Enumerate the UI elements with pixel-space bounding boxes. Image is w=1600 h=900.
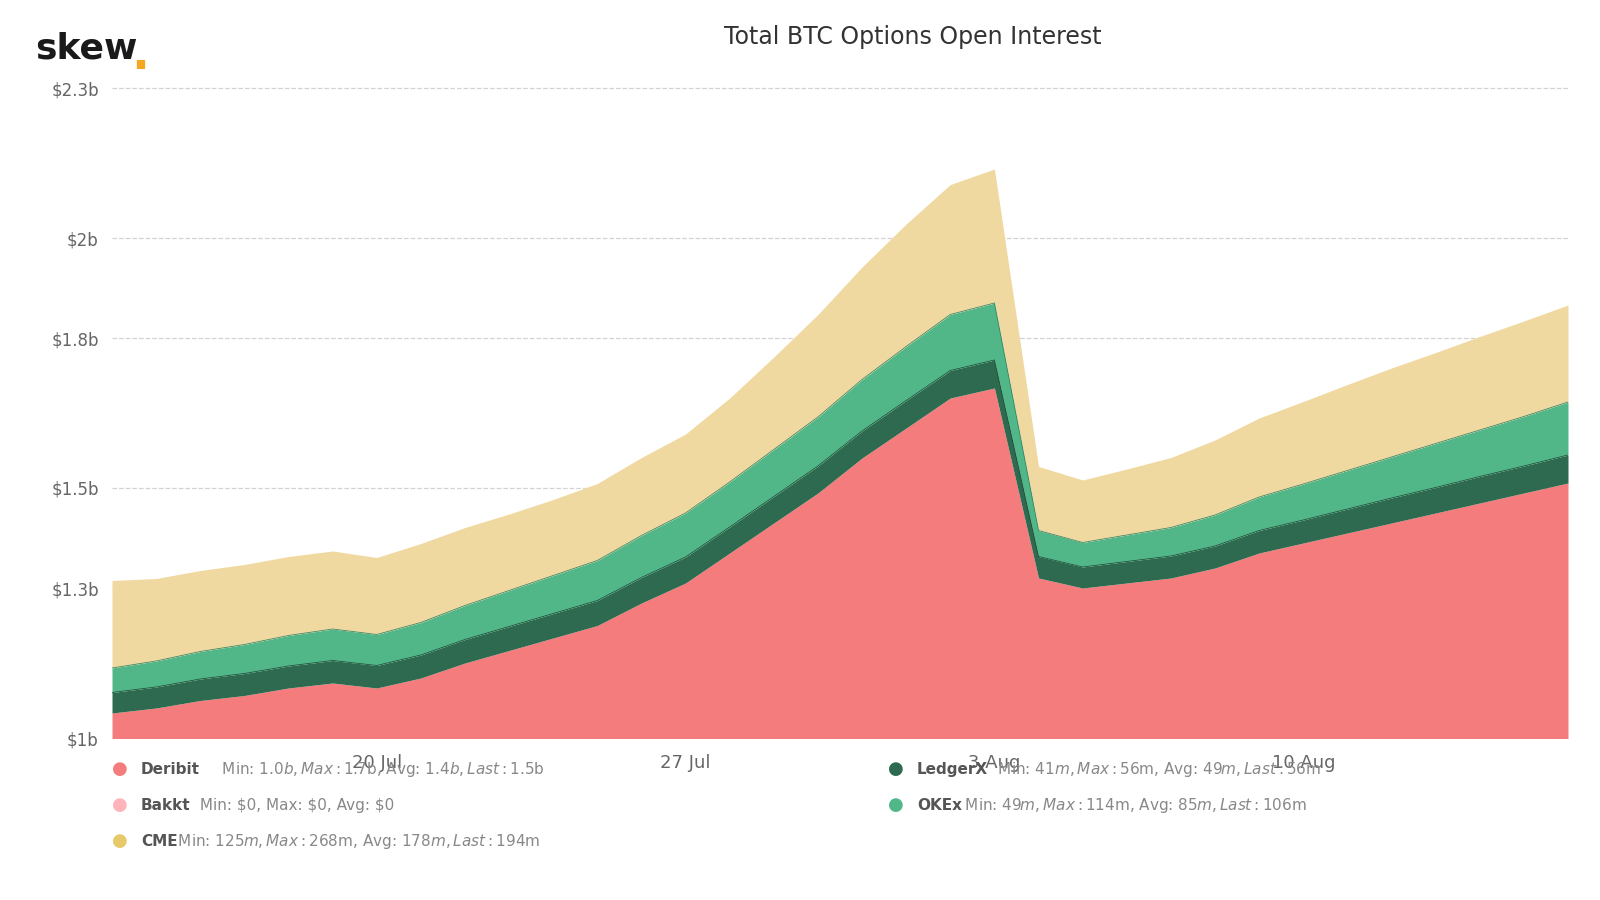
Text: Min: $0, Max: $0, Avg: $0: Min: $0, Max: $0, Avg: $0 (195, 798, 395, 813)
Text: Min: $49m, Max: $114m, Avg: $85m, Last: $106m: Min: $49m, Max: $114m, Avg: $85m, Last: … (960, 796, 1307, 815)
Text: .: . (131, 34, 149, 79)
Text: CME: CME (141, 834, 178, 849)
Text: Min: $41m, Max: $56m, Avg: $49m, Last: $56m: Min: $41m, Max: $56m, Avg: $49m, Last: $… (994, 760, 1322, 779)
Text: Bakkt: Bakkt (141, 798, 190, 813)
Text: ●: ● (888, 796, 904, 814)
Text: Deribit: Deribit (141, 762, 200, 777)
Text: ●: ● (112, 832, 128, 850)
Text: skew: skew (35, 32, 138, 66)
Text: ●: ● (112, 760, 128, 778)
Title: Total BTC Options Open Interest: Total BTC Options Open Interest (723, 24, 1102, 49)
Text: Min: $125m, Max: $268m, Avg: $178m, Last: $194m: Min: $125m, Max: $268m, Avg: $178m, Last… (173, 832, 541, 851)
Text: OKEx: OKEx (917, 798, 962, 813)
Text: Min: $1.0b, Max: $1.7b, Avg: $1.4b, Last: $1.5b: Min: $1.0b, Max: $1.7b, Avg: $1.4b, Last… (218, 760, 544, 779)
Text: LedgerX: LedgerX (917, 762, 987, 777)
Text: ●: ● (112, 796, 128, 814)
Text: ●: ● (888, 760, 904, 778)
